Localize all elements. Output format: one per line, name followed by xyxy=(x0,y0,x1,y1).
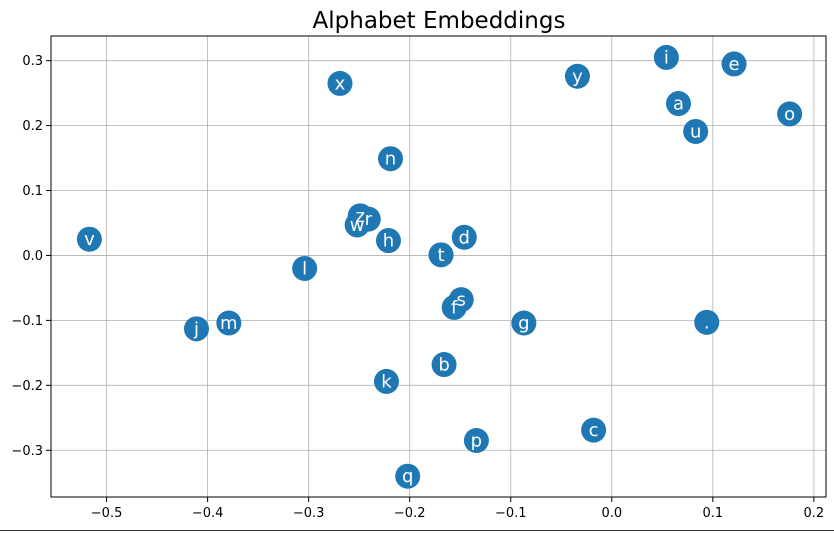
point-marker xyxy=(683,118,709,144)
point-label: z xyxy=(355,206,364,227)
point-label: d xyxy=(459,227,470,248)
point-marker xyxy=(184,316,210,342)
point-label: u xyxy=(690,121,701,142)
y-tick-label: −0.2 xyxy=(11,379,43,394)
y-tick-label: −0.3 xyxy=(11,444,43,459)
point-label: . xyxy=(704,312,710,333)
point-marker xyxy=(373,368,399,394)
point-label: n xyxy=(385,149,396,170)
point-marker xyxy=(395,463,421,489)
point-label: h xyxy=(383,231,394,252)
x-tick-label: −0.2 xyxy=(394,506,426,521)
point-marker xyxy=(344,212,370,238)
point-label: a xyxy=(673,94,684,115)
point-marker xyxy=(292,255,318,281)
x-tick-label: 0.1 xyxy=(702,506,723,521)
point-marker xyxy=(777,101,803,127)
point-label: q xyxy=(402,466,413,487)
chart-title: Alphabet Embeddings xyxy=(313,8,566,34)
point-marker xyxy=(431,352,457,378)
point-label: g xyxy=(518,313,529,334)
point-label: b xyxy=(438,355,449,376)
y-tick-label: −0.1 xyxy=(11,314,43,329)
point-marker xyxy=(441,294,467,320)
point-label: r xyxy=(365,209,373,230)
point-label: i xyxy=(664,47,669,68)
point-marker xyxy=(216,310,242,336)
x-tick-label: −0.5 xyxy=(91,506,123,521)
point-marker xyxy=(653,44,679,70)
point-label: x xyxy=(335,73,346,94)
x-tick-label: 0.2 xyxy=(804,506,825,521)
point-marker xyxy=(665,91,691,117)
point-marker xyxy=(428,242,454,268)
point-label: k xyxy=(381,371,392,392)
point-marker xyxy=(375,228,401,254)
y-tick-label: 0.2 xyxy=(22,119,43,134)
point-label: e xyxy=(729,54,740,75)
x-axis: −0.5 −0.4 −0.3 −0.2 −0.1 0.0 0.1 0.2 xyxy=(91,497,824,521)
point-label: y xyxy=(572,66,583,87)
point-label: j xyxy=(193,319,199,340)
point-marker xyxy=(327,70,353,96)
point-label: p xyxy=(471,431,482,452)
point-label: w xyxy=(350,215,365,236)
x-tick-label: −0.3 xyxy=(293,506,325,521)
point-marker xyxy=(564,63,590,89)
point-marker xyxy=(463,428,489,454)
y-tick-label: 0.3 xyxy=(22,54,43,69)
point-marker xyxy=(511,310,537,336)
point-label: t xyxy=(437,245,444,266)
y-tick-label: 0.0 xyxy=(22,249,43,264)
point-label: v xyxy=(84,229,95,250)
x-tick-label: −0.1 xyxy=(495,506,527,521)
point-label: l xyxy=(302,258,307,279)
plot-frame xyxy=(50,35,827,498)
point-marker xyxy=(76,226,102,252)
point-label: o xyxy=(784,104,795,125)
data-points: i e y x a o u n z rw d v h t l sf g . mj b k c p q xyxy=(76,44,803,489)
point-marker xyxy=(451,224,477,250)
x-tick-label: 0.0 xyxy=(601,506,622,521)
point-label: m xyxy=(220,313,238,334)
point-marker xyxy=(581,417,607,443)
x-tick-label: −0.4 xyxy=(192,506,224,521)
point-label: s xyxy=(457,290,466,311)
y-tick-label: 0.1 xyxy=(22,184,43,199)
point-label: f xyxy=(451,297,458,318)
point-marker xyxy=(378,146,404,172)
point-label: c xyxy=(589,420,599,441)
bottom-divider xyxy=(0,530,834,531)
point-marker xyxy=(694,309,720,335)
y-axis: −0.3 −0.2 −0.1 0.0 0.1 0.2 0.3 xyxy=(11,54,51,459)
point-marker xyxy=(721,51,747,77)
